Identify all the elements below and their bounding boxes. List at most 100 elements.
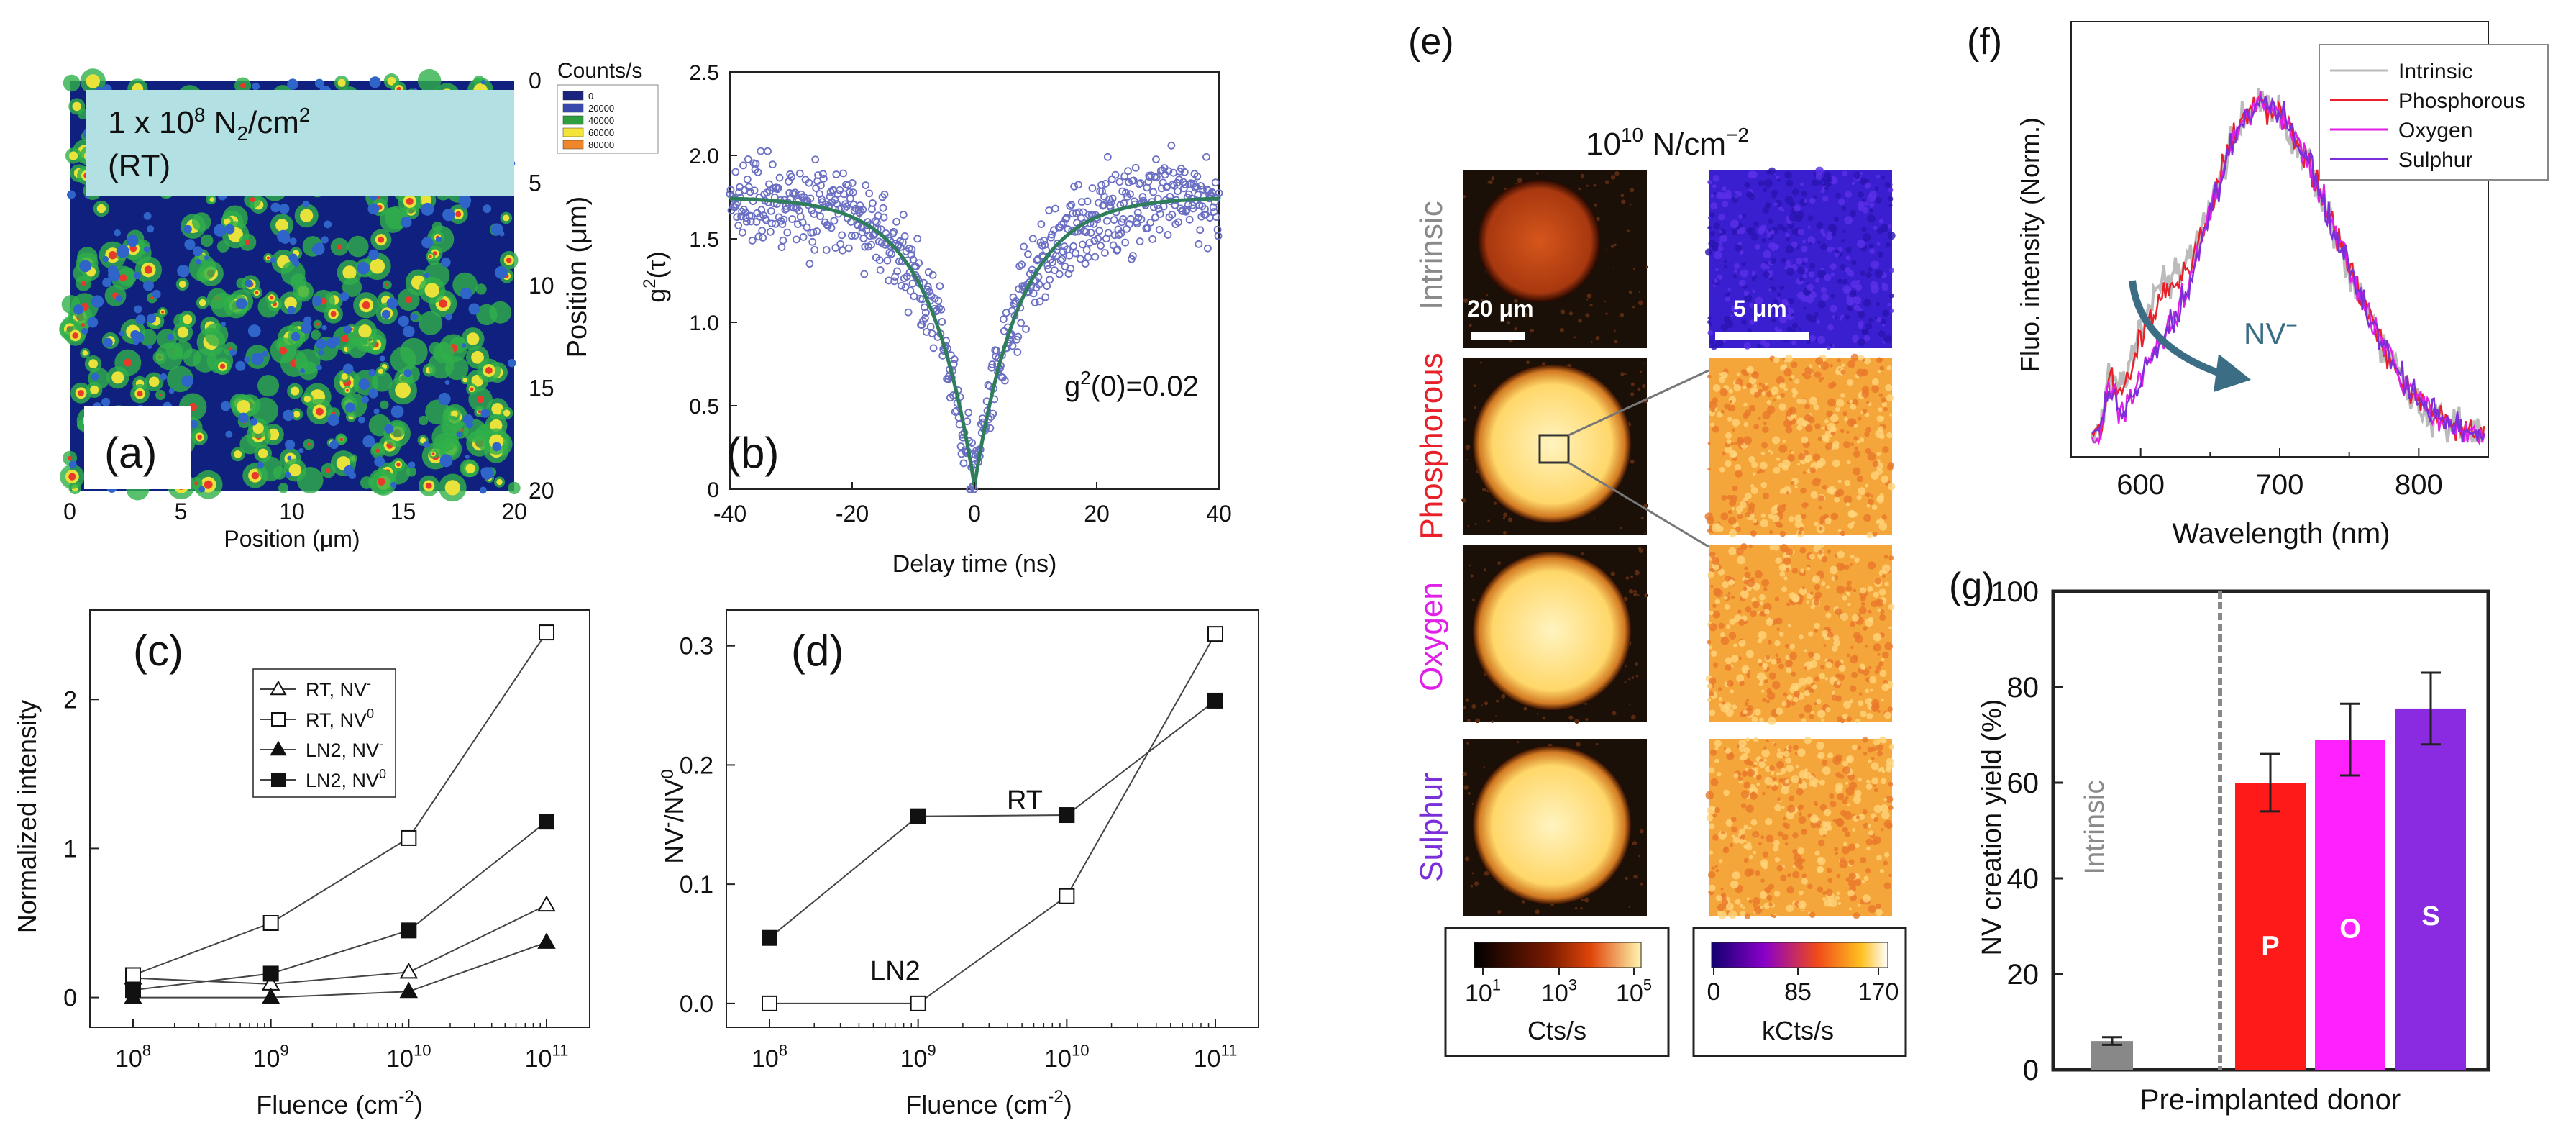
map-spot-dim (368, 368, 376, 377)
texture-speck (1873, 225, 1878, 230)
texture-speck (1780, 393, 1786, 398)
texture-speck (1881, 564, 1891, 573)
texture-speck (1818, 526, 1823, 531)
colorbar-tick-label: 101 (1465, 976, 1501, 1007)
texture-speck (1758, 417, 1761, 420)
data-point (795, 169, 804, 178)
texture-speck (1835, 192, 1841, 199)
texture-speck (1866, 846, 1871, 850)
noise-speck (1521, 900, 1525, 904)
data-marker (401, 829, 417, 846)
texture-speck (1858, 700, 1864, 706)
texture-speck (1727, 417, 1732, 422)
data-point (1119, 214, 1128, 223)
data-point (1066, 202, 1074, 210)
texture-speck (1778, 315, 1787, 324)
texture-speck (1865, 427, 1871, 433)
texture-speck (1707, 442, 1711, 445)
texture-speck (1707, 179, 1712, 185)
data-point (752, 218, 761, 226)
noise-speck (1491, 176, 1495, 181)
texture-speck (1819, 804, 1827, 811)
data-point (928, 270, 937, 279)
noise-speck (1610, 571, 1615, 576)
texture-speck (1764, 382, 1768, 386)
texture-speck (1840, 314, 1845, 318)
texture-speck (1763, 676, 1768, 680)
noise-speck (1630, 575, 1633, 578)
colorbar-left-label: Cts/s (1527, 1016, 1586, 1045)
texture-speck (1886, 432, 1893, 439)
texture-speck (1845, 255, 1850, 260)
texture-speck (1751, 716, 1758, 723)
texture-speck (1774, 857, 1781, 863)
texture-speck (1756, 470, 1760, 474)
texture-speck (1735, 244, 1743, 252)
y-tick-label: 1 (63, 835, 77, 863)
data-point (1042, 246, 1051, 255)
texture-speck (1717, 274, 1723, 281)
texture-speck (1878, 393, 1883, 398)
noise-speck (1580, 173, 1585, 178)
texture-speck (1759, 611, 1764, 617)
data-point (895, 257, 903, 265)
texture-speck (1817, 335, 1826, 344)
texture-speck (1728, 632, 1737, 640)
map-spot-core (88, 359, 99, 369)
texture-speck (1791, 328, 1796, 332)
data-point (1078, 240, 1087, 249)
texture-speck (1725, 664, 1732, 671)
data-point (1041, 293, 1050, 301)
texture-speck (1842, 760, 1848, 767)
texture-speck (1865, 868, 1871, 874)
texture-speck (1827, 752, 1834, 759)
data-point (1107, 175, 1116, 183)
data-point (986, 424, 995, 432)
noise-speck (1574, 719, 1580, 724)
texture-speck (1760, 481, 1767, 488)
texture-speck (1864, 431, 1870, 437)
noise-speck (1610, 244, 1614, 248)
colorbar-right-label: kCts/s (1762, 1016, 1834, 1045)
texture-speck (1836, 681, 1841, 686)
data-point (923, 283, 932, 291)
texture-speck (1809, 396, 1818, 405)
texture-speck (1775, 557, 1782, 564)
texture-speck (1783, 359, 1787, 363)
panel-e-colorbar-right: 0 85 170 kCts/s (1692, 927, 1907, 1058)
texture-speck (1881, 401, 1887, 407)
texture-speck (1817, 495, 1825, 502)
texture-speck (1830, 304, 1837, 313)
map-spot-dim (460, 287, 472, 300)
texture-speck (1714, 758, 1719, 764)
noise-speck (1484, 701, 1489, 706)
texture-speck (1769, 545, 1775, 550)
texture-speck (1738, 639, 1746, 647)
data-point (851, 232, 859, 240)
data-point (1031, 299, 1039, 306)
map-spot-core (370, 258, 385, 274)
texture-speck (1786, 886, 1794, 894)
texture-speck (1871, 699, 1880, 707)
texture-speck (1709, 611, 1714, 616)
map-spot-dim (342, 363, 354, 374)
map-spot-dim (235, 298, 247, 309)
texture-speck (1853, 632, 1861, 640)
texture-speck (1871, 471, 1879, 480)
texture-speck (1737, 609, 1742, 614)
texture-speck (1816, 461, 1824, 468)
texture-speck (1758, 659, 1763, 663)
texture-speck (1847, 889, 1855, 897)
texture-speck (1820, 229, 1825, 235)
noise-speck (1493, 501, 1497, 505)
data-point (805, 178, 813, 187)
map-spot-dim (480, 79, 486, 85)
texture-speck (1773, 201, 1778, 206)
texture-speck (1744, 566, 1748, 570)
texture-speck (1884, 642, 1893, 651)
legend-marker (270, 740, 287, 756)
texture-speck (1846, 430, 1850, 435)
texture-speck (1723, 789, 1730, 796)
texture-speck (1850, 442, 1854, 447)
